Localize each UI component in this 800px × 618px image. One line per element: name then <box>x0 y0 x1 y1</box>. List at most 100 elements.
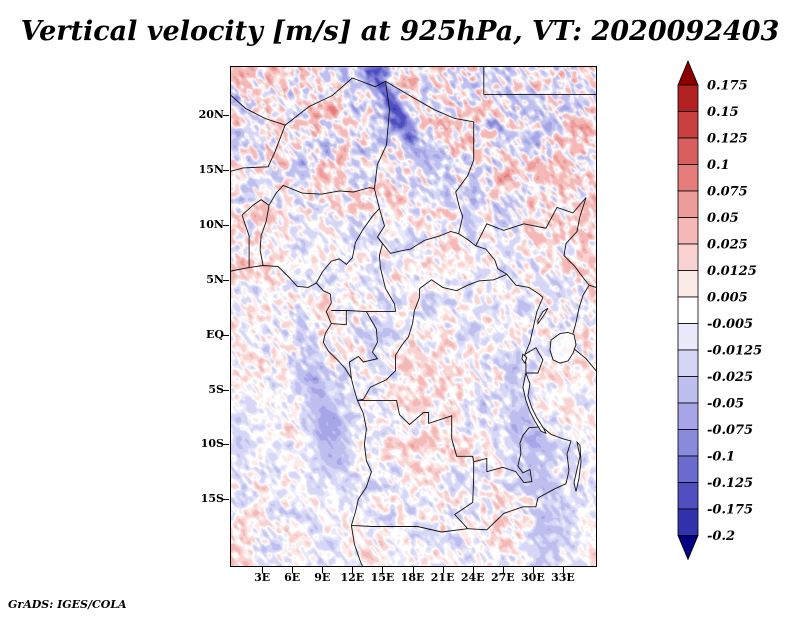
colorbar-tick-label: 0.075 <box>707 185 748 200</box>
colorbar-tick-label: 0.005 <box>707 291 748 306</box>
country-border-line <box>537 426 572 499</box>
latitude-tick-label: 5N <box>206 272 224 286</box>
longitude-tick-mark <box>262 567 264 573</box>
latitude-tick-mark <box>223 334 229 336</box>
colorbar-tick-label: -0.175 <box>707 503 753 518</box>
country-border-line <box>352 77 474 123</box>
colorbar-tick-label: -0.2 <box>707 529 735 544</box>
colorbar-tick-label: 0.025 <box>707 238 748 253</box>
colorbar-segment <box>677 429 699 457</box>
country-border-line <box>524 297 544 373</box>
longitude-tick-mark <box>532 567 534 573</box>
longitude-tick-label: 12E <box>340 571 365 584</box>
longitude-tick-mark <box>472 567 474 573</box>
colorbar-segment <box>677 508 699 536</box>
latitude-tick-label: 5S <box>208 382 224 396</box>
lake-outline <box>573 440 582 492</box>
latitude-tick-mark <box>223 115 229 117</box>
colorbar-segment <box>677 323 699 351</box>
colorbar-segment <box>677 137 699 165</box>
longitude-tick-mark <box>292 567 294 573</box>
colorbar-tick-label: -0.1 <box>707 450 735 465</box>
map-plot-frame <box>230 66 597 567</box>
country-border-line <box>573 348 596 372</box>
colorbar-top-arrow <box>677 59 699 86</box>
latitude-tick-label: 20N <box>198 108 224 122</box>
country-border-line <box>473 426 542 484</box>
colorbar-tick-label: -0.005 <box>707 317 753 332</box>
latitude-tick-mark <box>223 225 229 227</box>
longitude-tick-mark <box>382 567 384 573</box>
country-borders-overlay <box>231 67 596 566</box>
country-border-line <box>454 477 475 530</box>
colorbar-tick-label: -0.0125 <box>707 344 762 359</box>
colorbar-tick-label: 0.125 <box>707 132 748 147</box>
longitude-tick-label: 3E <box>254 571 271 584</box>
country-border-line <box>268 184 375 206</box>
colorbar-segment <box>677 349 699 377</box>
country-border-line <box>377 231 459 254</box>
latitude-tick-label: 10S <box>200 437 224 451</box>
colorbar-tick-label: -0.05 <box>707 397 744 412</box>
colorbar-tick-label: 0.1 <box>707 158 730 173</box>
longitude-tick-label: 15E <box>370 571 395 584</box>
latitude-tick-mark <box>223 444 229 446</box>
colorbar-segment <box>677 455 699 483</box>
colorbar-segment <box>677 482 699 510</box>
latitude-tick-mark <box>223 170 229 172</box>
colorbar-segment <box>677 217 699 245</box>
longitude-tick-mark <box>502 567 504 573</box>
longitude-tick-mark <box>562 567 564 573</box>
country-border-line <box>348 311 379 379</box>
longitude-tick-mark <box>322 567 324 573</box>
country-border-line <box>563 197 590 286</box>
latitude-tick-label: 15S <box>200 492 224 506</box>
country-border-line <box>231 124 286 172</box>
country-border-line <box>572 284 590 334</box>
colorbar-tick-label: 0.175 <box>707 79 748 94</box>
chart-title: Vertical velocity [m/s] at 925hPa, VT: 2… <box>20 16 780 47</box>
longitude-tick-label: 30E <box>521 571 545 584</box>
colorbar-tick-label: 0.05 <box>707 211 739 226</box>
longitude-tick-label: 6E <box>284 571 301 584</box>
colorbar-tick-label: 0.0125 <box>707 264 757 279</box>
country-border-line <box>357 273 507 401</box>
colorbar-segment <box>677 111 699 139</box>
colorbar-tick-label: -0.075 <box>707 423 753 438</box>
colorbar-segment <box>677 190 699 218</box>
colorbar-segment <box>677 376 699 404</box>
country-border-line <box>315 188 380 284</box>
longitude-tick-mark <box>442 567 444 573</box>
longitude-tick-label: 33E <box>551 571 575 584</box>
country-border-line <box>259 205 270 266</box>
country-border-line <box>241 199 270 216</box>
colorbar-segment <box>677 164 699 192</box>
country-border-line <box>376 208 396 312</box>
country-border-line <box>458 233 508 275</box>
longitude-tick-label: 9E <box>314 571 331 584</box>
country-border-line <box>467 497 539 531</box>
country-border-line <box>331 310 347 326</box>
longitude-tick-label: 18E <box>400 571 425 584</box>
colorbar-segment <box>677 270 699 298</box>
longitude-tick-mark <box>412 567 414 573</box>
longitude-tick-label: 27E <box>490 571 515 584</box>
country-border-line <box>373 81 390 189</box>
colorbar: 0.175 0.15 0.125 0.1 0.075 0.05 0.025 0.0125 0.0… <box>677 59 762 561</box>
colorbar-tick-label: 0.15 <box>707 105 739 120</box>
colorbar-segment <box>677 402 699 430</box>
colorbar-tick-label: -0.025 <box>707 370 753 385</box>
longitude-tick-label: 24E <box>460 571 485 584</box>
lake-outline <box>549 331 577 364</box>
colorbar-segment <box>677 84 699 112</box>
longitude-tick-label: 21E <box>430 571 455 584</box>
longitude-tick-mark <box>352 567 354 573</box>
latitude-tick-label: EQ <box>206 327 224 341</box>
colorbar-tick-label: -0.125 <box>707 476 753 491</box>
colorbar-bottom-arrow <box>677 535 699 561</box>
country-border-line <box>351 524 468 533</box>
colorbar-segment <box>677 243 699 271</box>
country-border-line <box>475 197 587 247</box>
country-border-line <box>231 77 353 126</box>
country-border-line <box>331 310 396 313</box>
